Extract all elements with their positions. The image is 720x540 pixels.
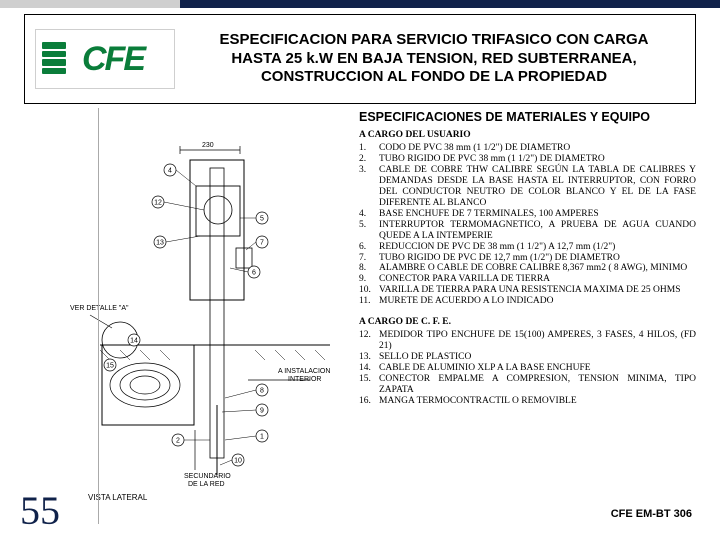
spec-item-num: 10. xyxy=(359,285,379,296)
top-accent-bar xyxy=(0,0,720,8)
header-frame: CFE ESPECIFICACION PARA SERVICIO TRIFASI… xyxy=(24,14,696,104)
svg-text:4: 4 xyxy=(168,168,172,175)
spec-item-num: 11. xyxy=(359,296,379,307)
spec-item-num: 5. xyxy=(359,220,379,242)
svg-text:12: 12 xyxy=(154,200,162,207)
spec-item-text: ALAMBRE O CABLE DE COBRE CALIBRE 8,367 m… xyxy=(379,263,696,274)
svg-text:13: 13 xyxy=(156,240,164,247)
label-a-instalacion: A INSTALACION xyxy=(278,368,330,375)
spec-item-num: 8. xyxy=(359,263,379,274)
top-navy xyxy=(180,0,720,8)
spec-item: 12.MEDIDOR TIPO ENCHUFE DE 15(100) AMPER… xyxy=(359,330,696,352)
spec-item-num: 14. xyxy=(359,363,379,374)
spec-item-text: MEDIDOR TIPO ENCHUFE DE 15(100) AMPERES,… xyxy=(379,330,696,352)
spec-item-text: TUBO RIGIDO DE PVC 38 mm (1 1/2") DE DIA… xyxy=(379,154,696,165)
dim-top: 230 xyxy=(202,142,214,149)
spec-item-text: VARILLA DE TIERRA PARA UNA RESISTENCIA M… xyxy=(379,285,696,296)
title-line-1: ESPECIFICACION PARA SERVICIO TRIFASICO C… xyxy=(183,31,685,50)
spec-area: ESPECIFICACIONES DE MATERIALES Y EQUIPO … xyxy=(359,110,696,520)
spec-item: 4.BASE ENCHUFE DE 7 TERMINALES, 100 AMPE… xyxy=(359,209,696,220)
spec-item-num: 13. xyxy=(359,352,379,363)
slide-number: 55 xyxy=(20,487,60,534)
spec-item: 8.ALAMBRE O CABLE DE COBRE CALIBRE 8,367… xyxy=(359,263,696,274)
spec-item-text: TUBO RIGIDO DE PVC DE 12,7 mm (1/2") DE … xyxy=(379,253,696,264)
spec-item: 2.TUBO RIGIDO DE PVC 38 mm (1 1/2") DE D… xyxy=(359,154,696,165)
svg-text:7: 7 xyxy=(260,240,264,247)
diagram: 230 VER DETALL xyxy=(40,140,350,510)
spec-item-text: REDUCCION DE PVC DE 38 mm (1 1/2") A 12,… xyxy=(379,242,696,253)
spec-item-num: 3. xyxy=(359,165,379,209)
label-secundario-1: SECUNDARIO xyxy=(184,473,231,480)
svg-text:2: 2 xyxy=(176,438,180,445)
label-vista-lateral: VISTA LATERAL xyxy=(88,493,148,502)
vertical-rule xyxy=(98,108,99,524)
svg-text:9: 9 xyxy=(260,408,264,415)
label-ver-detalle: VER DETALLE "A" xyxy=(70,305,129,312)
spec-item-text: MANGA TERMOCONTRACTIL O REMOVIBLE xyxy=(379,396,696,407)
spec-title: ESPECIFICACIONES DE MATERIALES Y EQUIPO xyxy=(359,110,696,124)
top-grey xyxy=(0,0,180,8)
logo-box: CFE xyxy=(35,29,175,89)
spec-item: 5.INTERRUPTOR TERMOMAGNETICO, A PRUEBA D… xyxy=(359,220,696,242)
spec-item-text: BASE ENCHUFE DE 7 TERMINALES, 100 AMPERE… xyxy=(379,209,696,220)
spec-item-num: 4. xyxy=(359,209,379,220)
spec-item-num: 15. xyxy=(359,374,379,396)
spec-item: 1.CODO DE PVC 38 mm (1 1/2") DE DIAMETRO xyxy=(359,143,696,154)
spec-item: 13.SELLO DE PLASTICO xyxy=(359,352,696,363)
logo-text: CFE xyxy=(82,40,144,79)
spec-item: 3.CABLE DE COBRE THW CALIBRE SEGÚN LA TA… xyxy=(359,165,696,209)
svg-text:10: 10 xyxy=(234,458,242,465)
svg-text:15: 15 xyxy=(106,363,114,370)
spec-item-num: 2. xyxy=(359,154,379,165)
spec-item-num: 16. xyxy=(359,396,379,407)
spec-item-num: 1. xyxy=(359,143,379,154)
spec-item-text: MURETE DE ACUERDO A LO INDICADO xyxy=(379,296,696,307)
spec-item-text: CODO DE PVC 38 mm (1 1/2") DE DIAMETRO xyxy=(379,143,696,154)
spec-item: 9.CONECTOR PARA VARILLA DE TIERRA xyxy=(359,274,696,285)
spec-item-text: SELLO DE PLASTICO xyxy=(379,352,696,363)
spec-item-num: 9. xyxy=(359,274,379,285)
label-a-instalacion-2: INTERIOR xyxy=(288,376,321,383)
spec-item: 16.MANGA TERMOCONTRACTIL O REMOVIBLE xyxy=(359,396,696,407)
spec-item-num: 7. xyxy=(359,253,379,264)
spec-item-text: CABLE DE COBRE THW CALIBRE SEGÚN LA TABL… xyxy=(379,165,696,209)
foot-code: CFE EM-BT 306 xyxy=(611,508,692,520)
spec-item: 10.VARILLA DE TIERRA PARA UNA RESISTENCI… xyxy=(359,285,696,296)
cfe-list: 12.MEDIDOR TIPO ENCHUFE DE 15(100) AMPER… xyxy=(359,330,696,406)
svg-text:6: 6 xyxy=(252,270,256,277)
spec-item: 11.MURETE DE ACUERDO A LO INDICADO xyxy=(359,296,696,307)
svg-text:8: 8 xyxy=(260,388,264,395)
page-title: ESPECIFICACION PARA SERVICIO TRIFASICO C… xyxy=(183,31,685,87)
label-secundario-2: DE LA RED xyxy=(188,481,225,488)
spec-item: 15.CONECTOR EMPALME A COMPRESION, TENSIO… xyxy=(359,374,696,396)
spec-item-text: CONECTOR EMPALME A COMPRESION, TENSION M… xyxy=(379,374,696,396)
spec-item-num: 12. xyxy=(359,330,379,352)
spec-item-num: 6. xyxy=(359,242,379,253)
svg-text:5: 5 xyxy=(260,216,264,223)
cfe-subtitle: A CARGO DE C. F. E. xyxy=(359,317,696,328)
svg-text:1: 1 xyxy=(260,434,264,441)
user-list: 1.CODO DE PVC 38 mm (1 1/2") DE DIAMETRO… xyxy=(359,143,696,307)
spec-item-text: CONECTOR PARA VARILLA DE TIERRA xyxy=(379,274,696,285)
title-line-2: HASTA 25 k.W EN BAJA TENSION, RED SUBTER… xyxy=(183,50,685,69)
spec-item: 7.TUBO RIGIDO DE PVC DE 12,7 mm (1/2") D… xyxy=(359,253,696,264)
logo-stripes xyxy=(42,42,66,74)
spec-item-text: CABLE DE ALUMINIO XLP A LA BASE ENCHUFE xyxy=(379,363,696,374)
content-area: 230 VER DETALL xyxy=(24,110,696,520)
user-subtitle: A CARGO DEL USUARIO xyxy=(359,130,696,141)
spec-item-text: INTERRUPTOR TERMOMAGNETICO, A PRUEBA DE … xyxy=(379,220,696,242)
spec-item: 6.REDUCCION DE PVC DE 38 mm (1 1/2") A 1… xyxy=(359,242,696,253)
title-line-3: CONSTRUCCION AL FONDO DE LA PROPIEDAD xyxy=(183,68,685,87)
svg-text:14: 14 xyxy=(130,338,138,345)
spec-item: 14.CABLE DE ALUMINIO XLP A LA BASE ENCHU… xyxy=(359,363,696,374)
